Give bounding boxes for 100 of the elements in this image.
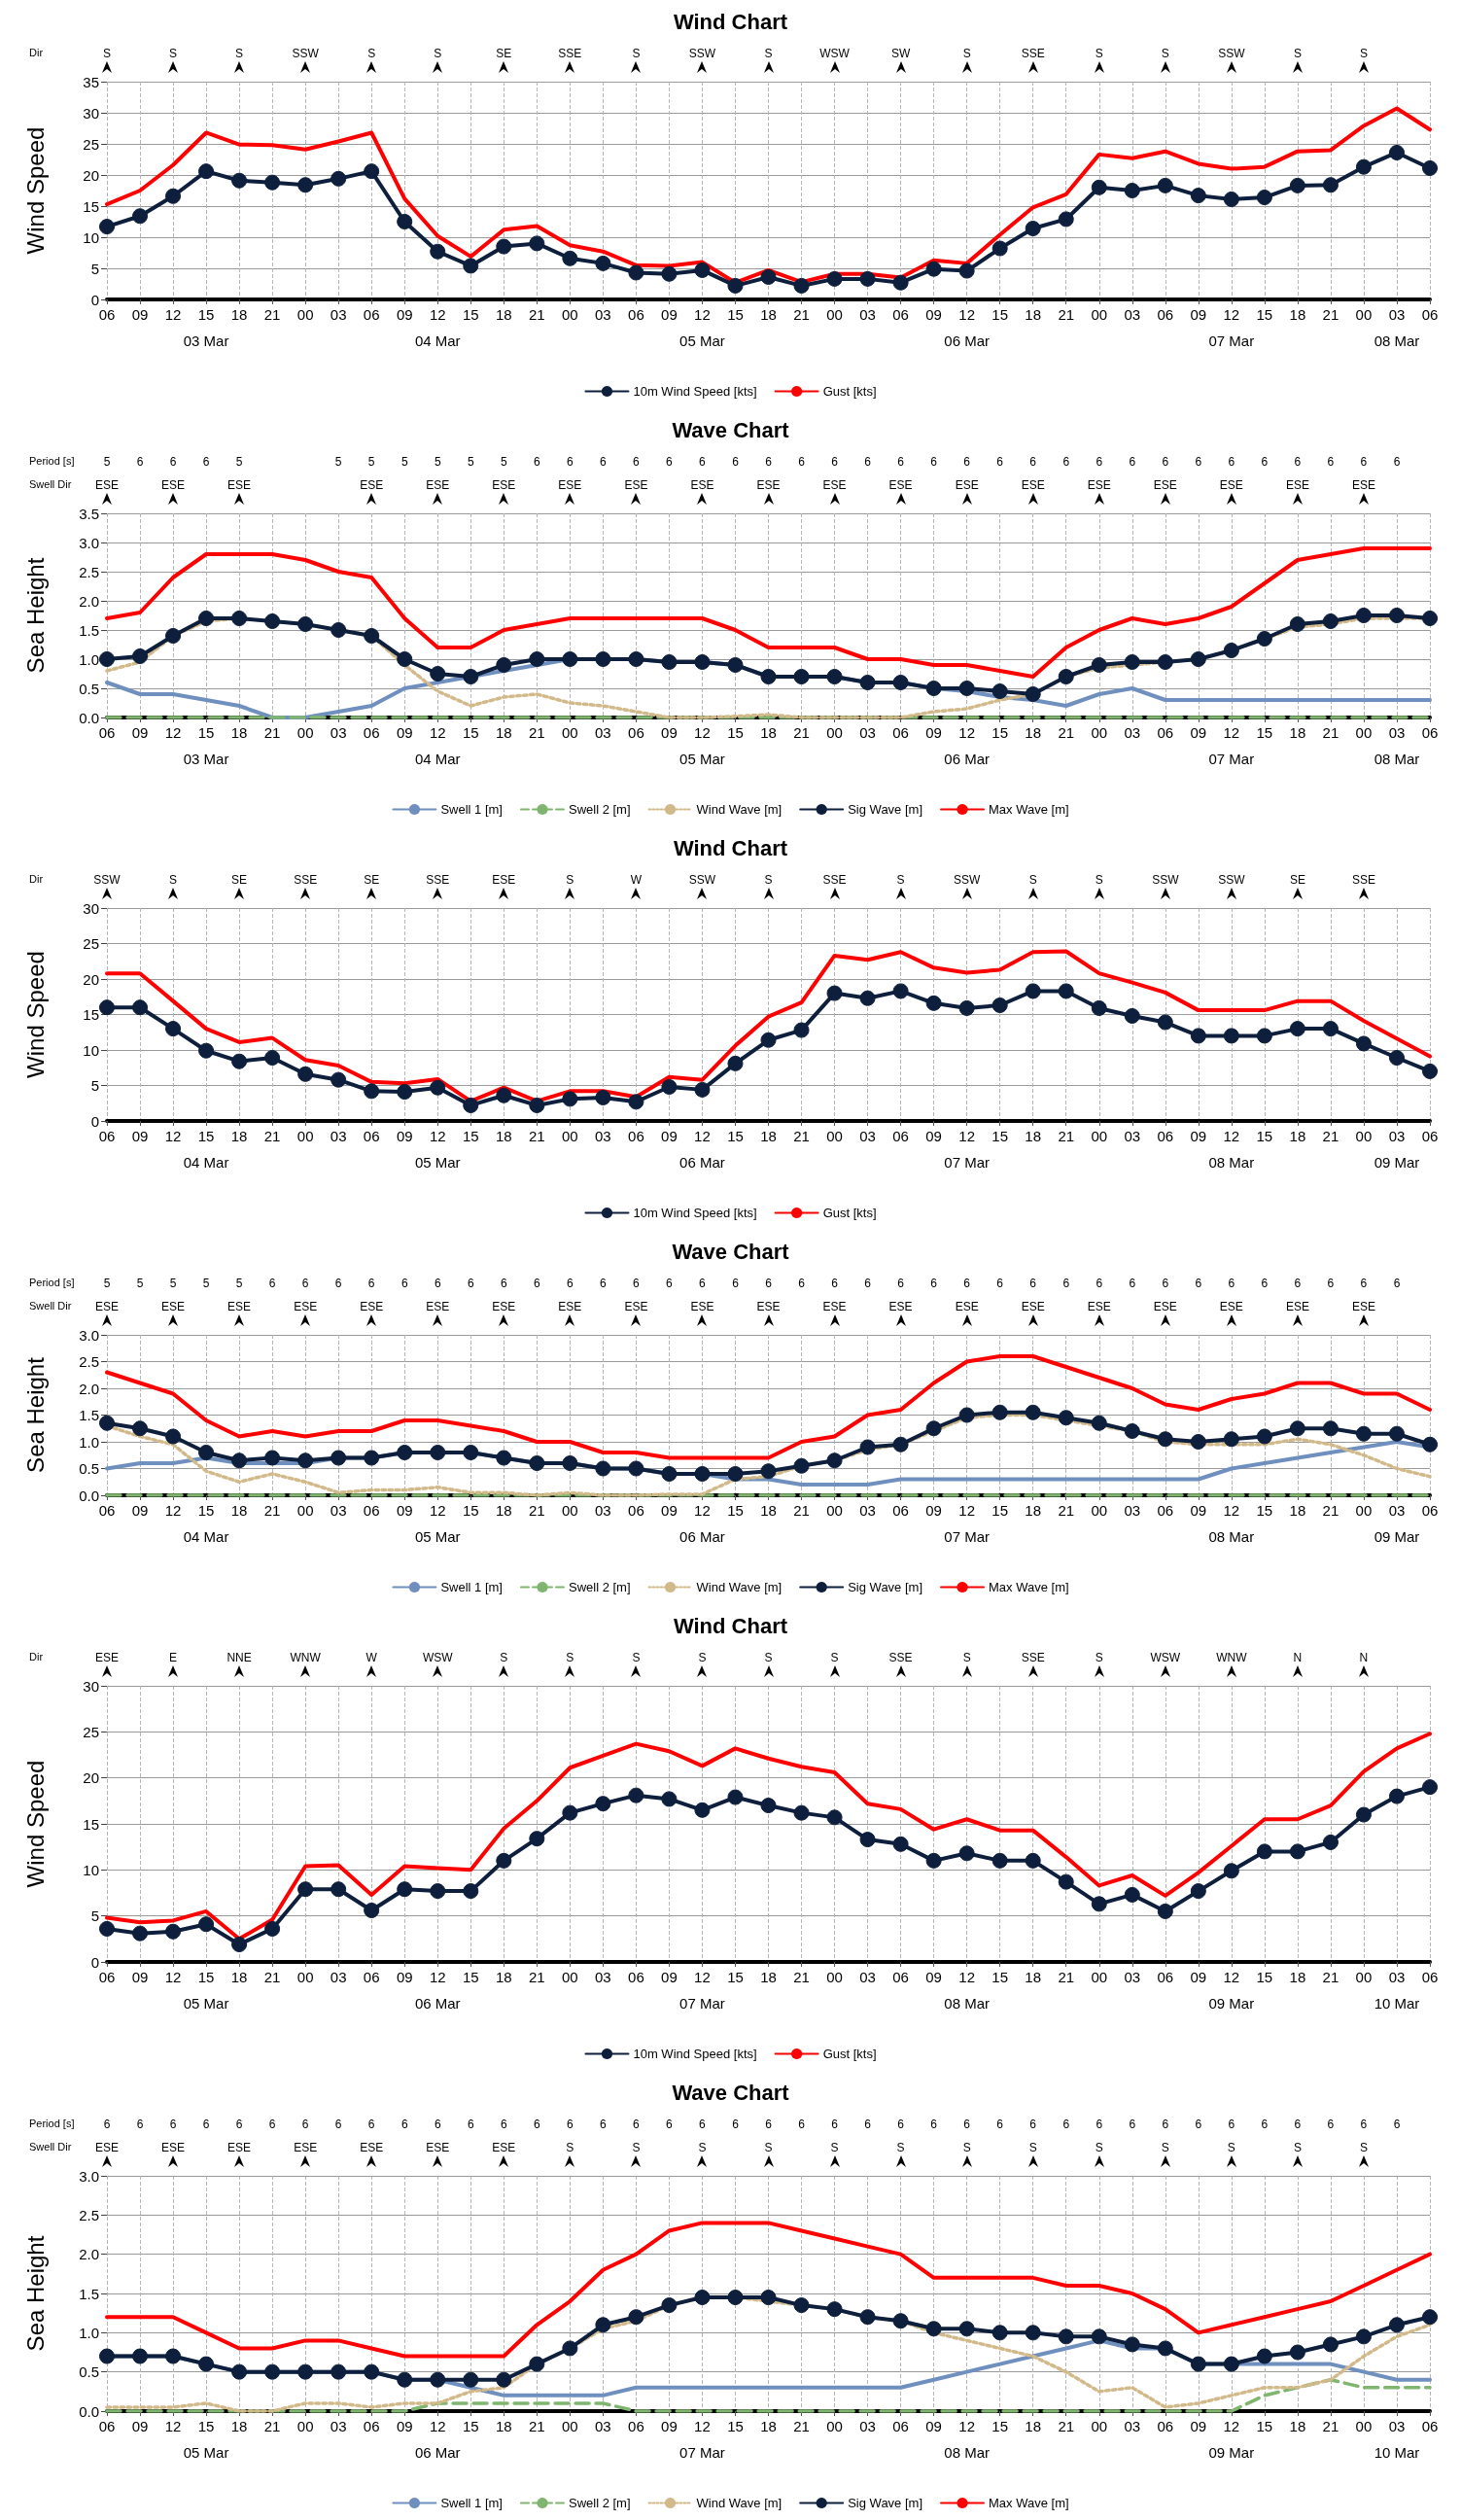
category-label: S: [566, 873, 574, 887]
legend-label: 10m Wind Speed [kts]: [633, 384, 757, 399]
category-label: S: [896, 2141, 905, 2154]
category-label: 5: [334, 455, 342, 469]
y-tick-label: 0.5: [79, 1460, 99, 1477]
category-label: ESE: [690, 1300, 714, 1313]
x-tick-label: 03: [859, 1128, 876, 1144]
x-tick-label: 12: [958, 1128, 975, 1144]
category-label: ESE: [1021, 1300, 1045, 1313]
point: [1025, 686, 1041, 702]
x-tick-label: 09: [925, 1502, 942, 1519]
category-label: S: [235, 47, 244, 60]
x-tick-label: 12: [164, 1128, 182, 1144]
x-tick-label: 00: [562, 1128, 578, 1144]
y-tick-label: 1.5: [79, 2285, 99, 2302]
x-tick-label: 06: [1157, 2418, 1174, 2434]
y-tick-label: 10: [83, 1861, 99, 1878]
point: [231, 611, 248, 626]
line-series: [105, 546, 1432, 679]
category-label: 6: [831, 2118, 839, 2131]
category-label: 6: [996, 1277, 1004, 1290]
x-tick-label: 18: [760, 2418, 777, 2434]
chart-title: Wind Chart: [673, 1613, 788, 1638]
category-label: 6: [235, 2118, 243, 2131]
x-tick-label: 09: [661, 1502, 678, 1519]
point: [1025, 983, 1041, 999]
x-tick-label: 06: [363, 306, 380, 323]
category-label: ESE: [888, 1300, 913, 1313]
point: [1289, 1420, 1305, 1437]
x-tick-label: 00: [1091, 724, 1108, 741]
text: 05 Mar: [183, 2443, 229, 2461]
point: [430, 1079, 446, 1096]
point: [793, 2297, 810, 2314]
chart-title: Wind Chart: [673, 835, 788, 860]
x-tick-label: 06: [892, 1128, 909, 1144]
text: Dir: [29, 872, 44, 885]
text: 08 Mar: [1208, 1153, 1255, 1171]
y-tick-label: 1.5: [79, 621, 99, 639]
legend-label: Swell 1 [m]: [440, 1580, 503, 1594]
y-tick-label: 0.5: [79, 680, 99, 697]
point: [694, 1466, 711, 1482]
line-series: [105, 2221, 1432, 2359]
category-label: ESE: [558, 478, 582, 492]
x-tick-label: 12: [429, 306, 446, 323]
category-label: S: [962, 2141, 971, 2154]
point: [364, 163, 380, 180]
y-tick-label: 2.5: [79, 2206, 99, 2223]
x-tick-label: 12: [694, 306, 711, 323]
y-tick-label: 30: [83, 1677, 99, 1695]
category-label: ESE: [1021, 478, 1045, 492]
category-label: 6: [798, 455, 806, 469]
x-tick-label: 15: [462, 306, 479, 323]
point: [1422, 1063, 1438, 1079]
point: [430, 243, 446, 260]
category-label: S: [169, 873, 178, 887]
point: [694, 262, 711, 278]
x-tick-label: 21: [1058, 2418, 1075, 2434]
point: [463, 1883, 479, 1900]
point: [231, 1937, 248, 1953]
point: [1355, 608, 1372, 623]
x-tick-label: 21: [528, 1969, 545, 1985]
point: [793, 277, 810, 294]
category-label: ESE: [492, 873, 516, 887]
point: [1388, 1050, 1405, 1067]
x-tick-label: 09: [661, 1969, 678, 1985]
category-label: 6: [732, 1277, 740, 1290]
point: [264, 174, 281, 191]
category-label: S: [632, 1651, 641, 1664]
point: [1422, 159, 1438, 176]
x-tick-label: 15: [197, 724, 215, 741]
point: [760, 1032, 777, 1048]
x-tick-label: 03: [595, 724, 611, 741]
x-tick-label: 09: [661, 1128, 678, 1144]
point: [1157, 177, 1173, 193]
point: [1355, 2328, 1372, 2345]
point: [859, 1832, 876, 1848]
point: [892, 983, 909, 999]
x-tick-label: 18: [1289, 724, 1306, 741]
category-label: 6: [567, 455, 574, 469]
category-label: 6: [301, 2118, 309, 2131]
x-tick-label: 18: [495, 1969, 512, 1985]
x-tick-label: 06: [98, 1969, 116, 1985]
point: [793, 1457, 810, 1474]
x-tick-label: 03: [1124, 2418, 1141, 2434]
category-label: 5: [202, 1277, 210, 1290]
point: [1058, 2328, 1074, 2345]
category-label: S: [962, 47, 971, 60]
category-label: S: [632, 2141, 641, 2154]
legend-label: Max Wave [m]: [989, 802, 1069, 817]
category-label: 6: [600, 455, 608, 469]
point: [1322, 177, 1339, 193]
category-label: 6: [1129, 2118, 1136, 2131]
category-label: 5: [400, 455, 408, 469]
text: 09 Mar: [1374, 1527, 1420, 1545]
category-label: 6: [1261, 455, 1269, 469]
x-tick-label: 09: [1190, 1502, 1207, 1519]
point: [463, 1097, 479, 1113]
x-tick-label: 03: [330, 724, 347, 741]
point: [397, 1445, 413, 1460]
text: Dir: [29, 1650, 44, 1662]
